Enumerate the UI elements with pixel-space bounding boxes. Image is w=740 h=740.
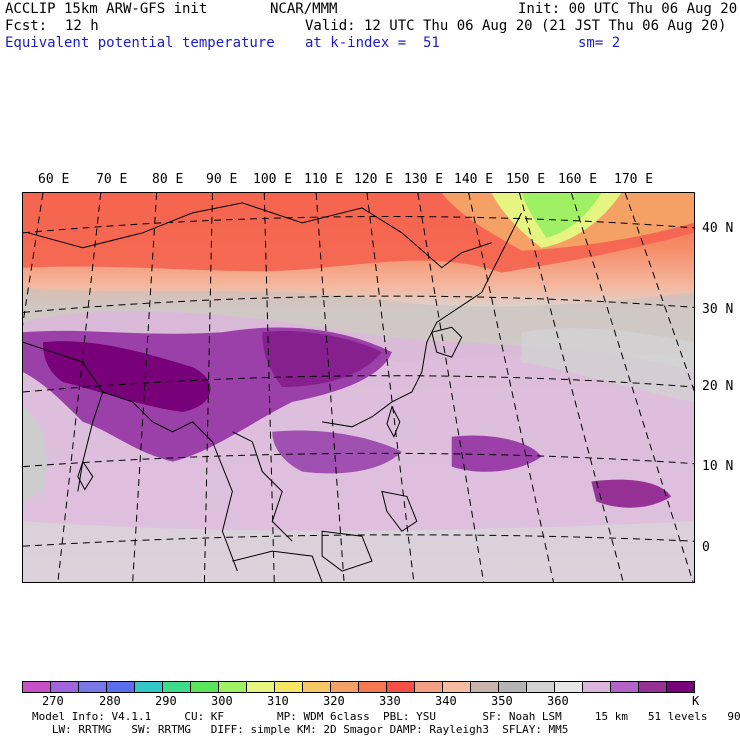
center-label: NCAR/MMM (270, 1, 338, 17)
valid-time: Valid: 12 UTC Thu 06 Aug 20 (21 JST Thu … (305, 18, 727, 34)
lon-label: 110 E (304, 172, 344, 187)
colorbar-unit: K (692, 694, 700, 708)
colorbar-label: 270 (42, 694, 64, 708)
grey-patch-south (23, 521, 694, 582)
purple-patch-indochina (272, 430, 402, 474)
colorbar-label: 350 (491, 694, 513, 708)
colorbar-swatch (219, 682, 247, 692)
forecast-hour: 12 h (65, 18, 99, 34)
colorbar-swatch (23, 682, 51, 692)
purple-patch-east (591, 479, 672, 508)
colorbar (22, 681, 695, 693)
lon-label: 60 E (38, 172, 70, 187)
lon-label: 140 E (454, 172, 494, 187)
field-name: Equivalent potential temperature (5, 35, 275, 51)
colorbar-label: 310 (267, 694, 289, 708)
colorbar-swatch (51, 682, 79, 692)
colorbar-swatch (471, 682, 499, 692)
colorbar-swatch (639, 682, 667, 692)
lon-label: 80 E (152, 172, 184, 187)
colorbar-swatch (443, 682, 471, 692)
level-info: at k-index = 51 (305, 35, 440, 51)
colorbar-label: 340 (435, 694, 457, 708)
lat-label: 40 N (702, 221, 734, 236)
colorbar-swatch (303, 682, 331, 692)
colorbar-label: 280 (99, 694, 121, 708)
graticule (23, 193, 694, 582)
colorbar-swatch (79, 682, 107, 692)
model-info: Model Info: V4.1.1 CU: KF MP: WDM 6class… (32, 710, 740, 723)
lon-label: 70 E (96, 172, 128, 187)
colorbar-swatch (359, 682, 387, 692)
colorbar-label: 360 (547, 694, 569, 708)
physics-info: LW: RRTMG SW: RRTMG DIFF: simple KM: 2D … (32, 723, 569, 736)
colorbar-label: 320 (323, 694, 345, 708)
lon-label: 150 E (506, 172, 546, 187)
colorbar-label: 300 (211, 694, 233, 708)
colorbar-swatch (247, 682, 275, 692)
colorbar-swatch (415, 682, 443, 692)
forecast-label: Fcst: (5, 18, 48, 34)
colorbar-swatch (583, 682, 611, 692)
colorbar-swatch (135, 682, 163, 692)
lon-label: 120 E (354, 172, 394, 187)
purple-patch-pacific (451, 435, 542, 472)
colorbar-swatch (275, 682, 303, 692)
coastlines (23, 202, 522, 582)
theta-e-map (22, 192, 695, 583)
colorbar-swatch (163, 682, 191, 692)
grey-patch-pacific (521, 328, 694, 402)
lat-label: 0 (702, 540, 710, 555)
lon-label: 160 E (558, 172, 598, 187)
colorbar-label: 290 (155, 694, 177, 708)
deep-purple-core (42, 341, 211, 412)
lon-label: 100 E (253, 172, 293, 187)
lon-label: 130 E (404, 172, 444, 187)
lon-label: 170 E (614, 172, 654, 187)
cool-core-northeast (521, 193, 602, 238)
colorbar-swatch (499, 682, 527, 692)
colorbar-swatch (527, 682, 555, 692)
lat-label: 30 N (702, 302, 734, 317)
colorbar-swatch (107, 682, 135, 692)
lat-label: 20 N (702, 379, 734, 394)
model-title: ACCLIP 15km ARW-GFS init (5, 1, 208, 17)
lon-label: 90 E (206, 172, 238, 187)
colorbar-swatch (611, 682, 639, 692)
grey-patch-west (23, 406, 47, 502)
lat-label: 10 N (702, 459, 734, 474)
smoothing-info: sm= 2 (578, 35, 621, 51)
colorbar-swatch (667, 682, 694, 692)
colorbar-swatch (555, 682, 583, 692)
colorbar-swatch (191, 682, 219, 692)
init-time: Init: 00 UTC Thu 06 Aug 20 (518, 1, 738, 17)
colorbar-label: 330 (379, 694, 401, 708)
purple-core-china (262, 330, 382, 388)
colorbar-swatch (387, 682, 415, 692)
colorbar-swatch (331, 682, 359, 692)
